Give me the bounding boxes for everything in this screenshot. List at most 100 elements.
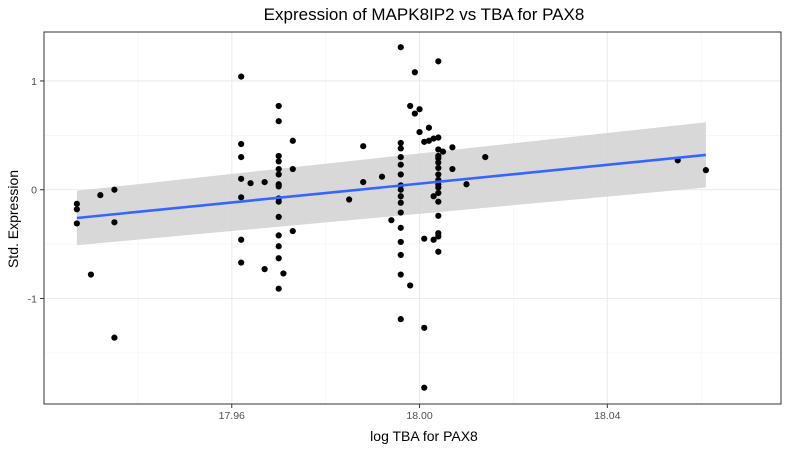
- data-point: [238, 140, 245, 148]
- data-point: [435, 212, 442, 219]
- data-point: [425, 124, 433, 131]
- x-axis-ticks: 17.96 18.00 18.04: [219, 404, 621, 422]
- data-point: [238, 194, 245, 201]
- data-point: [275, 213, 282, 221]
- confidence-band: [76, 122, 706, 246]
- data-point: [425, 137, 433, 144]
- data-point: [397, 161, 404, 168]
- data-point: [275, 255, 282, 262]
- trend-line: [76, 153, 707, 220]
- data-point: [435, 146, 442, 153]
- y-axis-label: Std. Expression: [5, 170, 21, 268]
- data-point: [261, 179, 268, 186]
- data-point: [238, 153, 245, 161]
- data-points: [73, 44, 709, 391]
- data-point: [87, 271, 95, 278]
- x-axis-label: log TBA for PAX8: [370, 428, 478, 444]
- data-point: [397, 193, 404, 200]
- data-point: [397, 199, 404, 206]
- data-point: [289, 227, 296, 235]
- data-point: [275, 285, 282, 292]
- data-point: [275, 198, 282, 205]
- data-point: [275, 102, 282, 110]
- data-point: [238, 175, 245, 182]
- data-point: [397, 153, 404, 161]
- x-tick-label: 18.04: [594, 410, 620, 422]
- data-point: [238, 236, 245, 243]
- data-point: [397, 238, 404, 246]
- data-point: [411, 110, 418, 117]
- data-point: [280, 270, 287, 277]
- data-point: [111, 219, 118, 226]
- data-point: [702, 167, 709, 174]
- data-point: [238, 259, 245, 266]
- data-point: [360, 179, 367, 186]
- data-point: [238, 73, 245, 80]
- data-point: [111, 334, 118, 341]
- data-point: [275, 232, 282, 239]
- data-point: [275, 243, 282, 250]
- data-point: [435, 155, 442, 162]
- data-point: [416, 128, 423, 136]
- data-point: [421, 235, 428, 242]
- y-tick-label: 1: [31, 76, 37, 88]
- data-point: [111, 186, 118, 193]
- y-tick-label: -1: [28, 293, 37, 305]
- data-point: [275, 165, 282, 173]
- data-point: [435, 134, 442, 141]
- data-point: [397, 316, 404, 323]
- data-point: [388, 217, 395, 224]
- data-point: [378, 173, 386, 180]
- data-point: [360, 143, 367, 150]
- data-point: [275, 171, 282, 178]
- data-point: [275, 183, 282, 190]
- data-point: [463, 181, 470, 188]
- data-point: [397, 271, 404, 278]
- data-point: [397, 44, 404, 51]
- data-point: [397, 186, 404, 193]
- data-point: [435, 248, 442, 255]
- data-point: [482, 153, 489, 161]
- y-axis-ticks: -1 0 1: [28, 76, 44, 305]
- data-point: [435, 189, 442, 197]
- data-point: [289, 165, 296, 173]
- data-point: [430, 236, 437, 243]
- x-tick-label: 18.00: [406, 410, 432, 422]
- data-point: [397, 171, 404, 178]
- data-point: [407, 282, 414, 289]
- data-point: [416, 106, 423, 113]
- data-point: [397, 209, 404, 216]
- data-point: [411, 69, 418, 76]
- data-point: [435, 184, 442, 191]
- data-point: [430, 135, 437, 142]
- data-point: [346, 196, 353, 203]
- data-point: [275, 158, 282, 165]
- data-point: [421, 138, 428, 145]
- data-point: [435, 159, 442, 166]
- data-point: [449, 165, 456, 173]
- y-tick-label: 0: [31, 185, 37, 197]
- plot-border: [43, 31, 782, 405]
- data-point: [275, 152, 282, 160]
- data-point: [435, 233, 442, 240]
- data-point: [435, 58, 442, 65]
- data-point: [421, 384, 428, 391]
- data-point: [430, 193, 437, 200]
- data-point: [439, 148, 447, 155]
- data-point: [247, 180, 254, 187]
- chart-title: Expression of MAPK8IP2 vs TBA for PAX8: [264, 5, 585, 24]
- data-point: [73, 206, 80, 213]
- data-point: [73, 220, 80, 227]
- data-point: [397, 139, 404, 147]
- data-point: [407, 102, 414, 110]
- data-point: [435, 171, 442, 178]
- data-point: [261, 266, 268, 273]
- data-point: [435, 164, 442, 172]
- data-point: [435, 198, 442, 205]
- data-point: [397, 224, 404, 231]
- data-point: [73, 200, 80, 207]
- data-point: [97, 192, 104, 199]
- data-point: [397, 145, 404, 152]
- data-point: [289, 137, 296, 144]
